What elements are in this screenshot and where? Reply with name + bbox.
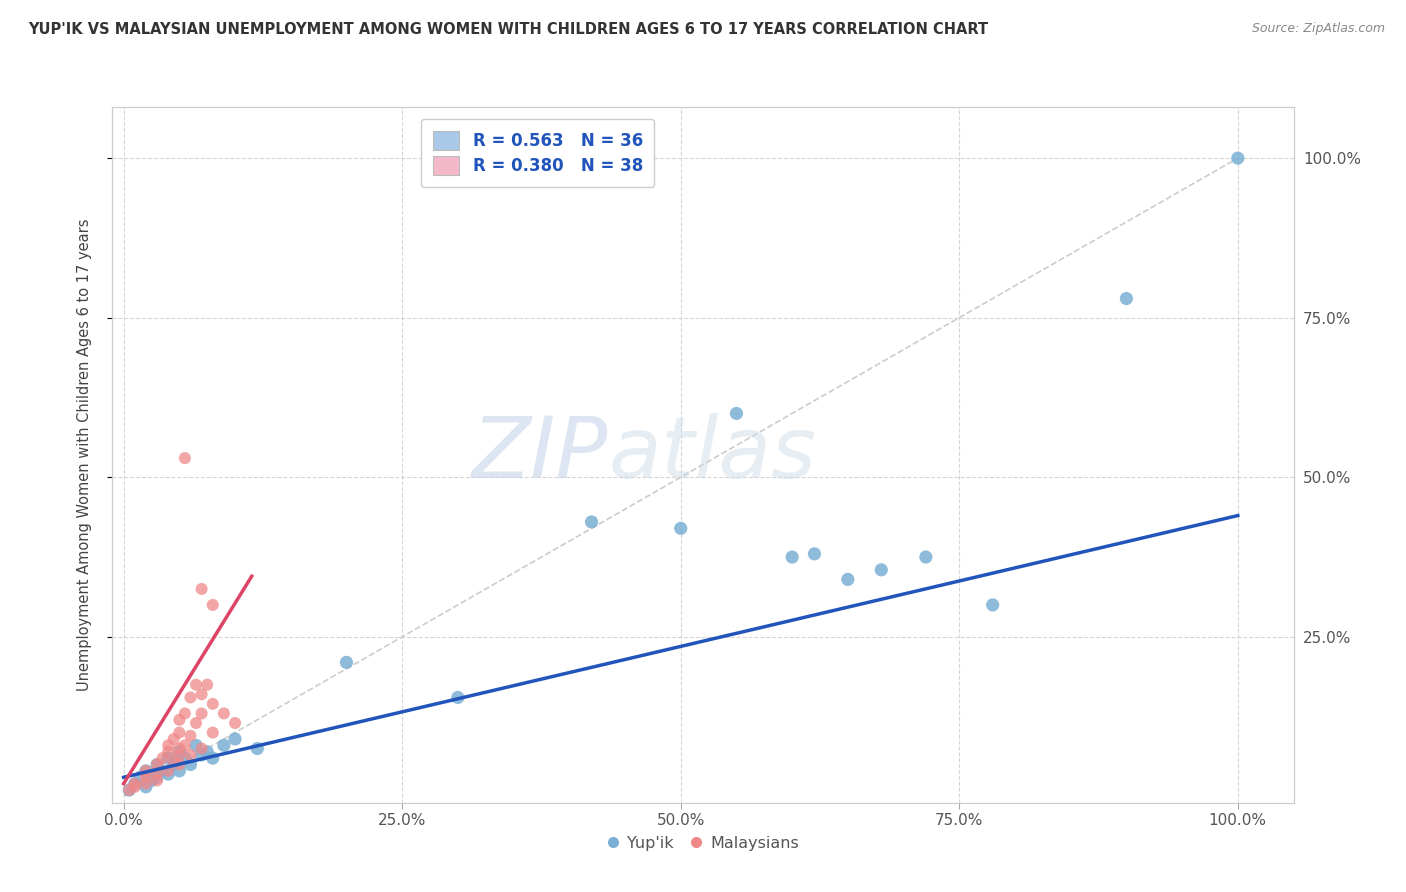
Point bbox=[129, 770, 152, 784]
Point bbox=[135, 764, 157, 778]
Point bbox=[224, 731, 246, 746]
Point bbox=[190, 706, 212, 721]
Point bbox=[157, 767, 180, 781]
Point bbox=[118, 783, 141, 797]
Point bbox=[190, 747, 212, 762]
Point bbox=[146, 773, 169, 788]
Point bbox=[169, 764, 191, 778]
Point bbox=[184, 739, 207, 753]
Point bbox=[152, 764, 174, 778]
Point bbox=[146, 757, 169, 772]
Point bbox=[1115, 292, 1137, 306]
Y-axis label: Unemployment Among Women with Children Ages 6 to 17 years: Unemployment Among Women with Children A… bbox=[77, 219, 91, 691]
Point bbox=[803, 547, 825, 561]
Point bbox=[163, 731, 186, 746]
Point bbox=[157, 745, 180, 759]
Point bbox=[146, 770, 169, 784]
Point bbox=[174, 706, 197, 721]
Point bbox=[169, 757, 191, 772]
Point bbox=[190, 582, 212, 596]
Point bbox=[135, 764, 157, 778]
Point bbox=[174, 451, 197, 466]
Point bbox=[179, 729, 201, 743]
Point bbox=[246, 741, 269, 756]
Point bbox=[146, 757, 169, 772]
Point bbox=[870, 563, 893, 577]
Point bbox=[184, 678, 207, 692]
Text: YUP'IK VS MALAYSIAN UNEMPLOYMENT AMONG WOMEN WITH CHILDREN AGES 6 TO 17 YEARS CO: YUP'IK VS MALAYSIAN UNEMPLOYMENT AMONG W… bbox=[28, 22, 988, 37]
Point bbox=[335, 656, 357, 670]
Point bbox=[837, 573, 859, 587]
Point bbox=[212, 706, 235, 721]
Point bbox=[195, 678, 218, 692]
Point bbox=[157, 739, 180, 753]
Point bbox=[118, 783, 141, 797]
Point bbox=[669, 521, 692, 535]
Point bbox=[201, 598, 224, 612]
Point bbox=[212, 739, 235, 753]
Point bbox=[184, 716, 207, 731]
Point bbox=[135, 780, 157, 794]
Text: Source: ZipAtlas.com: Source: ZipAtlas.com bbox=[1251, 22, 1385, 36]
Point bbox=[201, 751, 224, 765]
Text: ZIP: ZIP bbox=[472, 413, 609, 497]
Point bbox=[169, 725, 191, 739]
Point bbox=[581, 515, 603, 529]
Point bbox=[163, 757, 186, 772]
Point bbox=[201, 697, 224, 711]
Point bbox=[190, 687, 212, 701]
Point bbox=[135, 777, 157, 791]
Point bbox=[124, 777, 146, 791]
Point bbox=[780, 549, 803, 564]
Point bbox=[179, 747, 201, 762]
Point bbox=[190, 741, 212, 756]
Point bbox=[201, 725, 224, 739]
Point bbox=[157, 764, 180, 778]
Point bbox=[124, 780, 146, 794]
Point bbox=[447, 690, 470, 705]
Point bbox=[195, 745, 218, 759]
Point bbox=[169, 745, 191, 759]
Point bbox=[141, 773, 163, 788]
Point bbox=[179, 757, 201, 772]
Legend: Yup'ik, Malaysians: Yup'ik, Malaysians bbox=[600, 830, 806, 857]
Point bbox=[725, 406, 748, 420]
Point bbox=[152, 751, 174, 765]
Point bbox=[914, 549, 936, 564]
Point bbox=[135, 770, 157, 784]
Text: atlas: atlas bbox=[609, 413, 817, 497]
Point bbox=[981, 598, 1004, 612]
Point bbox=[169, 747, 191, 762]
Point bbox=[124, 777, 146, 791]
Point bbox=[1226, 151, 1249, 165]
Point bbox=[179, 690, 201, 705]
Point bbox=[224, 716, 246, 731]
Point bbox=[174, 751, 197, 765]
Point bbox=[157, 751, 180, 765]
Point bbox=[169, 713, 191, 727]
Point bbox=[146, 767, 169, 781]
Point bbox=[163, 754, 186, 768]
Point bbox=[169, 741, 191, 756]
Point bbox=[174, 739, 197, 753]
